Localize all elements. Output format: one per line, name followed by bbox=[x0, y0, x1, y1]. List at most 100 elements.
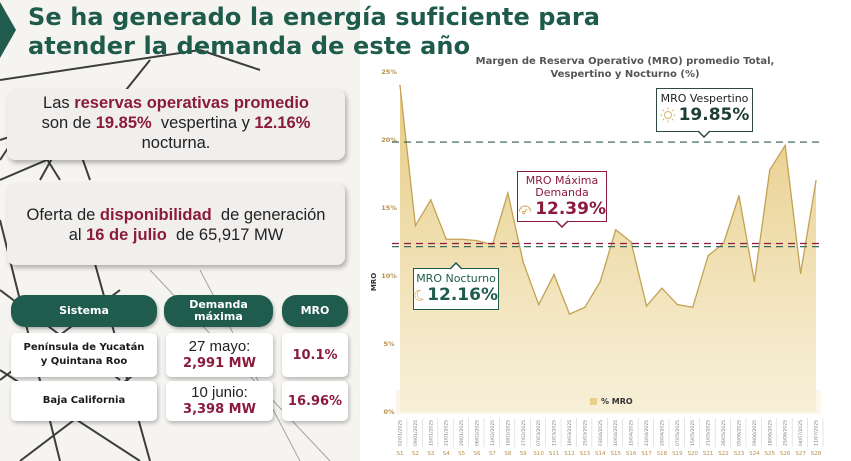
moon-icon bbox=[414, 289, 424, 301]
table-row-2-sistema: Baja California bbox=[11, 381, 157, 421]
offer-text: Oferta de bbox=[26, 206, 100, 224]
x-tick-label: S16 bbox=[626, 451, 637, 457]
data-point bbox=[753, 280, 756, 283]
x-date-label: 07/05/2025 bbox=[675, 420, 681, 446]
callout-nocturno-pointer bbox=[450, 262, 462, 270]
callout-max-demanda-value: 12.39% bbox=[535, 199, 606, 219]
x-date-label: 06/02/2025 bbox=[475, 420, 481, 446]
gauge-icon bbox=[518, 205, 532, 215]
x-date-label: 15/01/2025 bbox=[428, 420, 434, 446]
x-date-label: 03/04/2025 bbox=[598, 420, 604, 446]
table-row-1-sistema: Península de Yucatán y Quintana Roo bbox=[11, 333, 157, 377]
page-title-line-2: atender la demanda de este año bbox=[28, 32, 471, 60]
y-tick-label: 0% bbox=[383, 408, 395, 416]
demanda-value: 2,991 MW bbox=[183, 355, 256, 371]
callout-max-demanda-label-2: Demanda bbox=[535, 186, 589, 199]
x-date-label: 18/06/2025 bbox=[767, 420, 773, 446]
x-tick-label: S11 bbox=[549, 451, 560, 457]
x-date-label: 25/06/2025 bbox=[783, 420, 789, 446]
x-date-label: 11/07/2025 bbox=[814, 420, 820, 446]
x-date-label: 26/05/2025 bbox=[721, 420, 727, 446]
data-point bbox=[799, 272, 802, 275]
y-tick-label: 25% bbox=[381, 68, 397, 76]
demanda-date: 27 mayo: bbox=[188, 337, 251, 355]
callout-vespertino-label: MRO Vespertino bbox=[660, 92, 749, 105]
x-tick-label: S25 bbox=[765, 451, 776, 457]
data-point bbox=[661, 287, 663, 290]
data-point bbox=[399, 84, 401, 87]
table-row-1-demanda: 27 mayo: 2,991 MW bbox=[166, 333, 273, 377]
vespertino-value: 19.85% bbox=[95, 114, 152, 132]
x-date-label: 21/05/2025 bbox=[706, 420, 712, 446]
y-tick-label: 15% bbox=[381, 204, 397, 212]
x-date-label: 19/02/2025 bbox=[505, 420, 511, 446]
mro-value: 16.96% bbox=[287, 393, 343, 409]
callout-nocturno: MRO Nocturno 12.16% bbox=[413, 268, 499, 310]
table-row-1-mro: 10.1% bbox=[282, 333, 348, 377]
data-point bbox=[460, 238, 463, 241]
reserves-line-3: nocturna. bbox=[141, 134, 211, 152]
reserves-line-2: son de 19.85% vespertina y 12.16% bbox=[7, 113, 345, 133]
data-point bbox=[768, 169, 771, 171]
x-date-label: 21/01/2025 bbox=[444, 420, 450, 446]
callout-max-demanda-pointer bbox=[556, 220, 568, 228]
table-header-sistema: Sistema bbox=[11, 295, 157, 327]
x-date-label: 09/01/2025 bbox=[413, 420, 419, 446]
page-title-line-1: Se ha generado la energía suficiente par… bbox=[28, 3, 601, 31]
callout-max-demanda-value-row: 12.39% bbox=[518, 199, 606, 219]
x-date-label: 15/05/2025 bbox=[690, 420, 696, 446]
y-axis-label: MRO bbox=[370, 273, 378, 291]
reserves-card: Las reservas operativas promedio son de … bbox=[7, 89, 345, 160]
offer-line-1: Oferta de disponibilidad de generación bbox=[7, 205, 345, 225]
offer-text: de generación bbox=[211, 206, 326, 224]
x-tick-label: S5 bbox=[458, 451, 465, 457]
data-point bbox=[784, 144, 786, 147]
x-date-label: 13/02/2025 bbox=[490, 420, 496, 446]
data-point bbox=[507, 192, 509, 194]
x-tick-label: S27 bbox=[795, 451, 806, 457]
x-tick-label: S20 bbox=[687, 451, 698, 457]
data-point bbox=[738, 194, 740, 197]
offer-date: 16 de julio bbox=[86, 226, 167, 244]
x-date-label: 25/03/2025 bbox=[582, 420, 588, 446]
x-tick-label: S9 bbox=[520, 451, 527, 457]
legend-swatch bbox=[590, 398, 597, 405]
x-date-label: 07/03/2025 bbox=[536, 420, 542, 446]
x-date-label: 13/03/2025 bbox=[552, 420, 558, 446]
x-tick-label: S4 bbox=[443, 451, 450, 457]
x-tick-label: S2 bbox=[412, 451, 419, 457]
y-tick-label: 5% bbox=[383, 340, 395, 348]
sistema-name: Baja California bbox=[42, 395, 126, 406]
data-point bbox=[815, 180, 817, 182]
x-date-label: 19/03/2025 bbox=[567, 420, 573, 446]
callout-vespertino-value-row: 19.85% bbox=[657, 105, 752, 125]
x-tick-label: S10 bbox=[533, 451, 544, 457]
x-tick-label: S7 bbox=[489, 451, 496, 457]
callout-vespertino-value: 19.85% bbox=[678, 105, 750, 125]
callout-nocturno-value: 12.16% bbox=[427, 285, 498, 305]
title-arrow-icon bbox=[0, 2, 16, 58]
x-tick-label: S23 bbox=[734, 451, 745, 457]
x-date-label: 09/06/2025 bbox=[752, 420, 758, 446]
data-point bbox=[614, 228, 617, 231]
demanda-value: 3,398 MW bbox=[183, 401, 256, 417]
data-point bbox=[630, 241, 632, 243]
series-line bbox=[399, 85, 817, 315]
x-tick-label: S19 bbox=[672, 451, 683, 457]
x-date-label: 23/04/2025 bbox=[644, 420, 650, 446]
data-point bbox=[676, 303, 679, 306]
x-tick-label: S3 bbox=[427, 451, 434, 457]
x-date-label: 29/01/2025 bbox=[459, 420, 465, 446]
reserves-highlight: reservas operativas promedio bbox=[74, 94, 309, 112]
x-date-label: 05/06/2025 bbox=[736, 420, 742, 446]
data-point bbox=[691, 306, 694, 309]
area-fill bbox=[400, 85, 816, 412]
table-row-2-mro: 16.96% bbox=[282, 381, 348, 421]
callout-vespertino: MRO Vespertino 19.85% bbox=[656, 88, 753, 132]
y-tick-label: 10% bbox=[381, 272, 397, 280]
reserves-text: Las bbox=[43, 94, 75, 112]
chart-legend: % MRO bbox=[590, 397, 633, 406]
x-tick-label: S21 bbox=[703, 451, 714, 457]
offer-capacity: de 65,917 MW bbox=[166, 226, 284, 244]
x-tick-label: S14 bbox=[595, 451, 606, 457]
